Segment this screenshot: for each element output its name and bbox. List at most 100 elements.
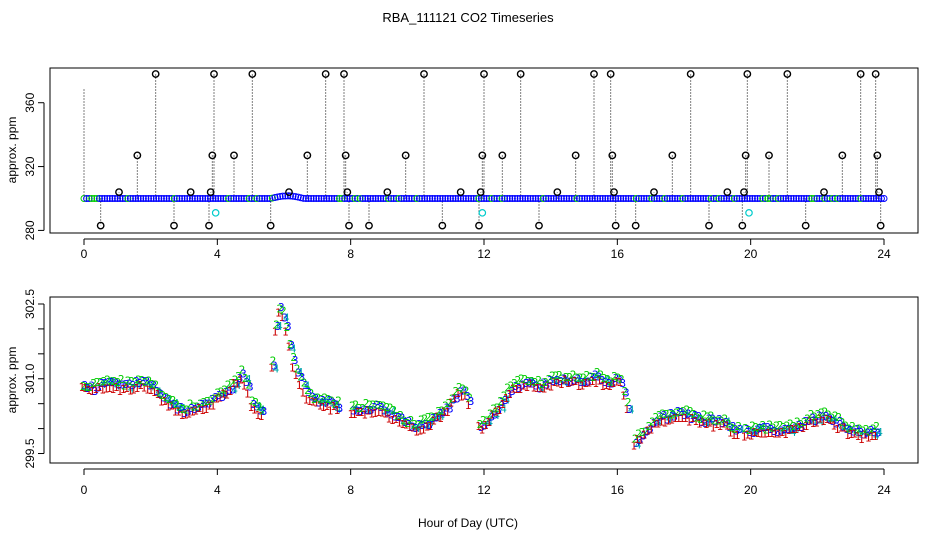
series-3-point-51: 3 <box>257 404 264 417</box>
series-1-point-81: 1 <box>358 406 365 419</box>
series-1-point-119: 1 <box>489 409 496 422</box>
outlier-point-54 <box>838 151 847 160</box>
baseline-point-27 <box>150 194 158 202</box>
series-1-point-157: 1 <box>620 390 627 403</box>
series-1-point-13: 1 <box>123 382 130 395</box>
series-2-point-216: 2 <box>825 409 832 422</box>
series-1-point-39: 1 <box>213 393 220 406</box>
series-2-point-202: 2 <box>777 419 784 432</box>
baseline-point-74 <box>271 193 279 201</box>
baseline-point-214 <box>632 194 640 202</box>
series-3-point-157: 3 <box>623 386 630 399</box>
bottom-panel: 1234123123123123123412312341231234123123… <box>5 289 919 530</box>
series-1-point-129: 1 <box>523 381 530 394</box>
outlier-point-58 <box>875 188 883 197</box>
baseline-point-186 <box>560 194 568 202</box>
series-4-point-95: 4 <box>411 421 418 434</box>
series-3-point-122: 3 <box>502 394 509 407</box>
series-3-point-208: 3 <box>799 421 806 434</box>
series-1-point-151: 1 <box>599 380 606 393</box>
series-4-point-72: 4 <box>331 398 338 411</box>
baseline-point-167 <box>511 194 519 202</box>
baseline-point-124 <box>400 194 408 202</box>
baseline-point-32 <box>163 194 171 202</box>
series-1-point-167: 1 <box>654 417 661 430</box>
series-2-point-61: 2 <box>290 351 297 364</box>
series-1-point-162: 1 <box>637 433 644 446</box>
baseline-point-238 <box>694 194 702 202</box>
baseline-point-119 <box>387 194 395 202</box>
baseline-point-7 <box>98 194 106 202</box>
series-2-point-223: 2 <box>849 420 856 433</box>
series-1-point-139: 1 <box>558 378 565 391</box>
series-3-point-199: 3 <box>768 423 775 436</box>
baseline-point-166 <box>508 194 516 202</box>
series-4-point-44: 4 <box>235 379 242 392</box>
series-3-point-20: 3 <box>150 379 157 392</box>
baseline-point-260 <box>751 194 759 202</box>
series-3-point-148: 3 <box>592 369 599 382</box>
baseline-point-136 <box>431 194 439 202</box>
series-4-point-119: 4 <box>493 409 500 422</box>
series-3-point-104: 3 <box>440 406 447 419</box>
series-3-point-64: 3 <box>302 379 309 392</box>
series-1-point-131: 1 <box>530 381 537 394</box>
series-2-point-118: 2 <box>487 407 494 420</box>
series-2-point-188: 2 <box>728 421 735 434</box>
series-1-point-38: 1 <box>210 399 217 412</box>
series-2-point-181: 2 <box>704 410 711 423</box>
baseline-point-303 <box>862 194 870 202</box>
series-2-point-102: 2 <box>432 411 439 424</box>
baseline-point-228 <box>668 194 676 202</box>
series-1-point-221: 1 <box>841 422 848 435</box>
series-4-point-198: 4 <box>766 423 773 436</box>
series-3-point-168: 3 <box>661 409 668 422</box>
series-3-point-60: 3 <box>288 339 295 352</box>
series-2-point-122: 2 <box>501 390 508 403</box>
series-4-point-102: 4 <box>435 411 442 424</box>
baseline-point-11 <box>108 194 116 202</box>
series-1-point-226: 1 <box>858 433 865 446</box>
series-1-point-192: 1 <box>741 430 748 443</box>
series-4-point-100: 4 <box>428 416 435 429</box>
baseline-point-304 <box>865 194 873 202</box>
series-4-point-96: 4 <box>414 422 421 435</box>
calibration-point-1 <box>478 209 487 217</box>
series-1-point-211: 1 <box>806 415 813 428</box>
series-1-point-202: 1 <box>775 427 782 440</box>
series-2-point-115: 2 <box>477 418 484 431</box>
series-3-point-0: 3 <box>81 379 88 392</box>
series-2-point-123: 2 <box>504 382 511 395</box>
series-1-point-101: 1 <box>427 420 434 433</box>
baseline-point-243 <box>707 194 715 202</box>
outlier-point-48 <box>741 151 750 160</box>
series-3-point-39: 3 <box>216 389 223 402</box>
baseline-point-26 <box>147 194 155 202</box>
series-3-point-36: 3 <box>206 397 213 410</box>
series-2-point-44: 2 <box>232 374 239 387</box>
series-2-point-212: 2 <box>811 411 818 424</box>
baseline-point-68 <box>255 194 263 202</box>
series-1-point-194: 1 <box>748 430 755 443</box>
series-1-point-217: 1 <box>827 414 834 427</box>
baseline-point-295 <box>841 194 849 202</box>
series-2-point-45: 2 <box>235 370 242 383</box>
series-1-point-47: 1 <box>241 379 248 392</box>
baseline-point-12 <box>111 194 119 202</box>
series-2-point-85: 2 <box>373 398 380 411</box>
series-1-point-223: 1 <box>848 428 855 441</box>
baseline-point-209 <box>619 194 627 202</box>
series-1-point-218: 1 <box>830 419 837 432</box>
series-2-point-59: 2 <box>283 321 290 334</box>
series-1-point-184: 1 <box>713 418 720 431</box>
series-2-point-217: 2 <box>828 411 835 424</box>
baseline-point-111 <box>366 194 374 202</box>
series-4-point-151: 4 <box>604 373 611 386</box>
baseline-point-180 <box>545 194 553 202</box>
baseline-point-164 <box>503 194 511 202</box>
baseline-point-110 <box>364 194 372 202</box>
series-2-point-83: 2 <box>366 399 373 412</box>
series-2-point-41: 2 <box>221 384 228 397</box>
series-1-point-64: 1 <box>299 387 306 400</box>
series-3-point-154: 3 <box>613 372 620 385</box>
